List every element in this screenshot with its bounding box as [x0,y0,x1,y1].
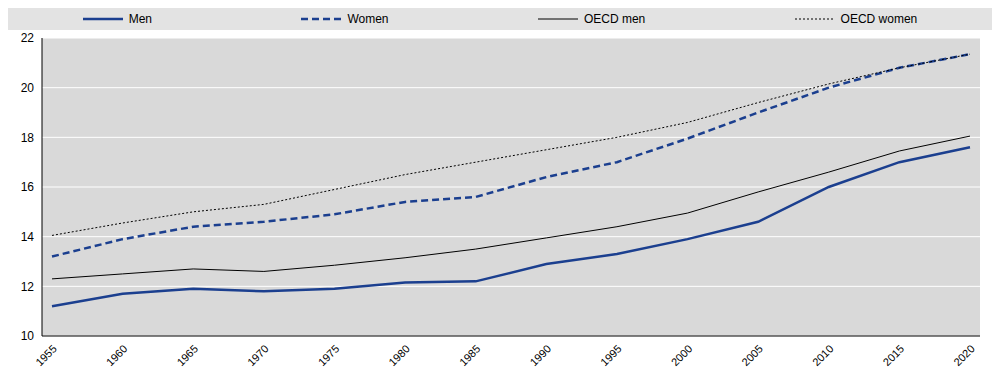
svg-text:1995: 1995 [598,342,624,368]
svg-text:1975: 1975 [316,342,342,368]
svg-text:12: 12 [21,280,35,294]
svg-text:18: 18 [21,131,35,145]
svg-text:1965: 1965 [174,342,200,368]
svg-text:2005: 2005 [739,342,765,368]
svg-text:1980: 1980 [386,342,412,368]
html-text:Men: Men [128,12,152,26]
svg-text:2010: 2010 [810,342,836,368]
svg-text:2015: 2015 [881,342,907,368]
svg-text:14: 14 [21,230,35,244]
svg-text:1970: 1970 [245,342,271,368]
svg-text:22: 22 [21,31,35,45]
svg-text:10: 10 [21,329,35,343]
svg-text:1960: 1960 [104,342,130,368]
svg-text:2020: 2020 [951,342,977,368]
svg-text:1990: 1990 [527,342,553,368]
html-text:Women: Women [347,12,389,26]
svg-text:16: 16 [21,180,35,194]
svg-text:1985: 1985 [457,342,483,368]
html-text:OECD men: OECD men [583,12,646,26]
html-text:OECD women: OECD women [840,12,918,26]
svg-text:1955: 1955 [33,342,59,368]
svg-text:20: 20 [21,81,35,95]
svg-text:2000: 2000 [669,342,695,368]
